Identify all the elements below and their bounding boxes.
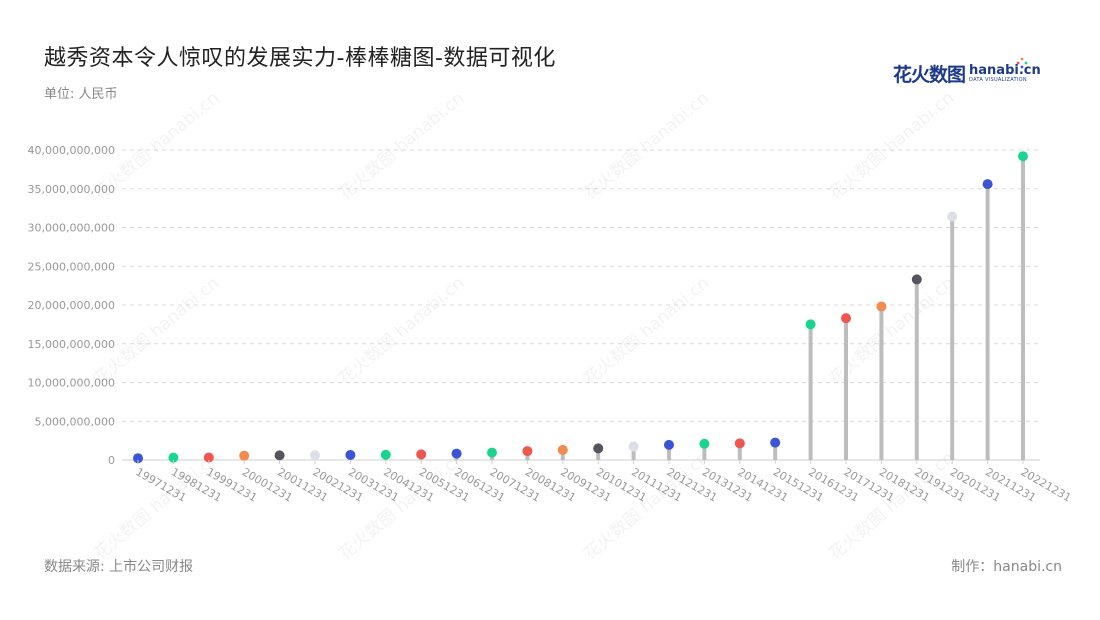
y-tick-label: 10,000,000,000 xyxy=(28,377,115,390)
grid-layer xyxy=(122,149,1040,422)
maker-credit: 制作：hanabi.cn xyxy=(951,559,1062,575)
watermark-text: 花火数图 hanabi.cn xyxy=(335,448,468,564)
lollipop-dot xyxy=(310,450,320,461)
lollipop-dot xyxy=(593,443,604,454)
watermark-text: 花火数图 hanabi.cn xyxy=(335,88,468,204)
lollipop-dot xyxy=(380,449,391,460)
lollipop-dot xyxy=(557,444,568,455)
lollipop-dot xyxy=(911,274,922,285)
unit-label: 单位: 人民币 xyxy=(44,87,118,102)
lollipop-dot xyxy=(487,447,497,458)
lollipop-dot xyxy=(133,453,143,464)
lollipop-dot xyxy=(168,452,179,463)
logo-cn-text: 花火数图 xyxy=(893,63,966,86)
lollipop-dot xyxy=(876,301,887,312)
y-axis: 0 5,000,000,000 10,000,000,000 15,000,000,0… xyxy=(28,144,1040,467)
lollipop-dot xyxy=(664,439,674,450)
y-tick-label: 0 xyxy=(108,454,115,467)
y-tick-label: 40,000,000,000 xyxy=(28,144,115,157)
data-source: 数据来源: 上市公司财报 xyxy=(44,559,194,575)
lollipop-dot xyxy=(522,446,533,457)
y-tick-label: 15,000,000,000 xyxy=(28,338,115,351)
y-tick-label: 25,000,000,000 xyxy=(28,260,115,273)
lollipop-dot xyxy=(416,449,427,460)
brand-logo: 花火数图 hanabi.cn DATA VISUALIZATION xyxy=(893,58,1041,88)
lollipop-dot xyxy=(805,319,816,330)
y-tick-label: 5,000,000,000 xyxy=(35,415,115,428)
lollipop-dot xyxy=(770,437,781,448)
stems-layer xyxy=(136,156,1025,460)
lollipop-dot xyxy=(451,448,462,459)
lollipop-dot xyxy=(239,450,250,461)
lollipop-dot xyxy=(345,449,356,460)
dots-layer xyxy=(133,151,1028,464)
watermark-text: 花火数图 hanabi.cn xyxy=(825,448,958,564)
lollipop-dot xyxy=(274,450,285,461)
lollipop-dot xyxy=(203,452,214,463)
lollipop-dot xyxy=(841,313,851,324)
watermark-text: 花火数图 hanabi.cn xyxy=(580,88,713,204)
logo-sub-text: DATA VISUALIZATION xyxy=(969,76,1027,83)
lollipop-dot xyxy=(699,438,710,449)
y-tick-label: 30,000,000,000 xyxy=(28,222,115,235)
lollipop-dot xyxy=(628,441,639,452)
lollipop-dot xyxy=(947,211,958,222)
watermark-text: 花火数图 hanabi.cn xyxy=(90,273,223,389)
watermark-text: 花火数图 hanabi.cn xyxy=(825,88,958,204)
lollipop-dot xyxy=(982,179,993,190)
lollipop-dot xyxy=(734,438,745,449)
lollipop-dot xyxy=(1018,151,1028,162)
watermark-text: 花火数图 hanabi.cn xyxy=(335,273,468,389)
watermark-text: 花火数图 hanabi.cn xyxy=(580,273,713,389)
y-tick-label: 35,000,000,000 xyxy=(28,183,115,196)
y-tick-label: 20,000,000,000 xyxy=(28,299,115,312)
chart-title: 越秀资本令人惊叹的发展实力-棒棒糖图-数据可视化 xyxy=(44,46,556,71)
logo-spark-icon xyxy=(1016,57,1028,69)
